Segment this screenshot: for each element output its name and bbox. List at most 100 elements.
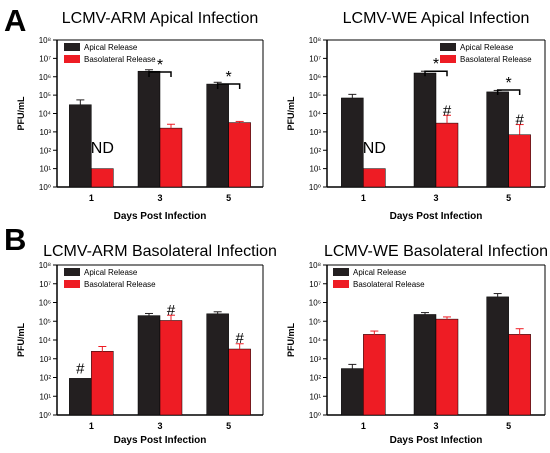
panel-letter-b: B	[4, 222, 26, 257]
legend-swatch-basolateral	[64, 280, 80, 288]
y-tick-label: 10⁵	[309, 317, 321, 326]
y-tick-label: 10⁴	[39, 336, 52, 345]
x-tick-label: 1	[361, 193, 366, 203]
y-tick-label: 10²	[309, 146, 321, 155]
chart-panel: LCMV-WE Apical Infection 10⁰ 10¹ 10² 10³ 10⁴ 1…	[286, 10, 546, 222]
bar-apical-release	[413, 314, 437, 416]
legend-swatch-basolateral	[333, 280, 349, 288]
bar-basolateral-release	[91, 168, 114, 188]
legend-label: Basolateral Release	[84, 280, 156, 289]
hash-annotation: #	[235, 330, 244, 347]
not-detected-label: ND	[91, 140, 114, 157]
y-axis-label: PFU/mL	[286, 96, 296, 131]
y-tick-label: 10⁰	[309, 183, 321, 192]
y-tick-label: 10⁷	[39, 280, 51, 289]
y-axis-label: PFU/mL	[16, 96, 26, 131]
y-tick-label: 10⁰	[39, 183, 51, 192]
y-tick-label: 10²	[39, 374, 51, 383]
bar-apical-release	[486, 91, 509, 188]
y-tick-label: 10³	[39, 128, 51, 137]
bar-apical-release	[341, 368, 364, 416]
x-tick-label: 5	[506, 193, 511, 203]
panel-letter-a: A	[4, 3, 26, 38]
chart-title: LCMV-WE Basolateral Infection	[324, 243, 548, 260]
legend-label: Apical Release	[460, 43, 514, 52]
y-tick-label: 10²	[39, 146, 51, 155]
legend-swatch-apical	[64, 43, 80, 51]
charts-container: LCMV-ARM Apical Infection 10⁰ 10¹ 10² 10³ 10⁴…	[16, 10, 548, 446]
legend-label: Basolateral Release	[460, 55, 532, 64]
y-tick-label: 10⁶	[39, 299, 51, 308]
significance-bracket	[216, 83, 241, 90]
legend-label: Apical Release	[84, 268, 138, 277]
legend-label: Basolateral Release	[84, 55, 156, 64]
legend-swatch-basolateral	[440, 55, 456, 63]
significance-bracket	[496, 89, 521, 96]
legend-label: Basolateral Release	[353, 280, 425, 289]
y-tick-label: 10¹	[39, 392, 51, 401]
y-tick-label: 10³	[309, 128, 321, 137]
x-tick-label: 1	[89, 421, 94, 431]
x-axis-label: Days Post Infection	[390, 435, 483, 446]
x-tick-label: 3	[157, 193, 162, 203]
chart-title: LCMV-ARM Apical Infection	[62, 10, 259, 27]
bar-basolateral-release	[435, 318, 459, 416]
hash-annotation: #	[515, 112, 524, 129]
hash-annotation: #	[167, 302, 176, 319]
bar-apical-release	[486, 296, 509, 416]
bar-basolateral-release	[435, 122, 459, 188]
significance-bracket	[148, 71, 172, 78]
x-axis-label: Days Post Infection	[114, 435, 207, 446]
legend-label: Apical Release	[353, 268, 407, 277]
y-tick-label: 10⁵	[39, 91, 51, 100]
hash-annotation: #	[443, 102, 452, 119]
significance-star: *	[157, 57, 163, 74]
legend-swatch-apical	[64, 268, 80, 276]
chart-title: LCMV-ARM Basolateral Infection	[43, 243, 277, 260]
significance-bracket	[424, 70, 448, 77]
y-tick-label: 10⁶	[309, 73, 321, 82]
y-tick-label: 10⁴	[39, 110, 52, 119]
bar-basolateral-release	[228, 348, 251, 416]
x-tick-label: 3	[433, 421, 438, 431]
hash-annotation: #	[76, 361, 85, 378]
bar-apical-release	[341, 97, 364, 188]
legend-label: Apical Release	[84, 43, 138, 52]
y-tick-label: 10⁵	[39, 317, 51, 326]
bar-basolateral-release	[363, 334, 386, 416]
bar-apical-release	[137, 70, 161, 188]
significance-star: *	[226, 69, 232, 86]
bar-basolateral-release	[508, 134, 531, 188]
y-tick-label: 10²	[309, 374, 321, 383]
y-tick-label: 10⁵	[309, 91, 321, 100]
bar-apical-release	[206, 313, 229, 416]
bar-basolateral-release	[363, 168, 386, 188]
y-tick-label: 10¹	[309, 165, 321, 174]
y-tick-label: 10⁸	[39, 36, 51, 45]
bar-basolateral-release	[159, 320, 183, 416]
y-tick-label: 10⁸	[309, 36, 321, 45]
y-tick-label: 10⁰	[39, 411, 51, 420]
y-tick-label: 10¹	[309, 392, 321, 401]
x-tick-label: 1	[361, 421, 366, 431]
x-axis-label: Days Post Infection	[114, 211, 207, 222]
significance-star: *	[433, 56, 439, 73]
y-axis-label: PFU/mL	[16, 323, 26, 358]
x-tick-label: 1	[89, 193, 94, 203]
x-tick-label: 3	[433, 193, 438, 203]
y-tick-label: 10⁷	[309, 54, 321, 63]
bar-basolateral-release	[91, 351, 114, 416]
y-tick-label: 10⁷	[309, 280, 321, 289]
bar-apical-release	[137, 315, 161, 416]
y-tick-label: 10⁸	[39, 261, 51, 270]
bar-apical-release	[69, 104, 92, 188]
y-tick-label: 10⁷	[39, 54, 51, 63]
x-tick-label: 3	[157, 421, 162, 431]
x-tick-label: 5	[506, 421, 511, 431]
x-tick-label: 5	[226, 193, 231, 203]
bar-basolateral-release	[228, 122, 251, 188]
y-tick-label: 10³	[39, 355, 51, 364]
x-tick-label: 5	[226, 421, 231, 431]
y-tick-label: 10⁸	[309, 261, 321, 270]
